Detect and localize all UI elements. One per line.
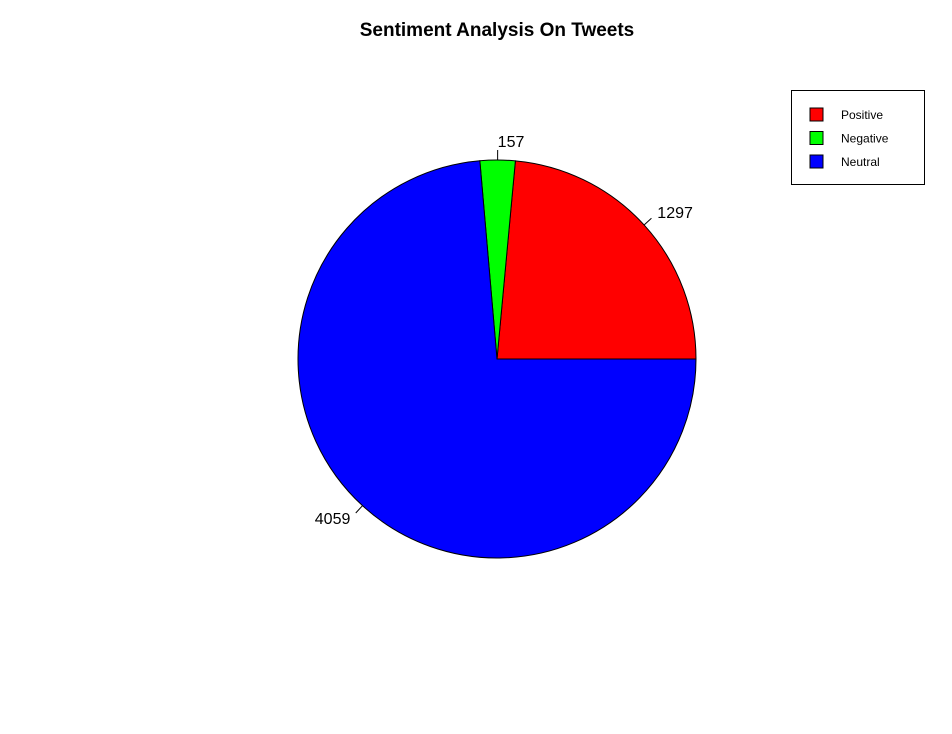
slice-value-label-negative: 157 (498, 134, 525, 151)
legend-label-neutral: Neutral (841, 155, 880, 169)
slice-value-labels: 1297 157 4059 (315, 134, 693, 528)
leader-line-neutral (355, 505, 363, 514)
legend-swatch-neutral (809, 154, 824, 169)
slice-value-label-neutral: 4059 (315, 511, 351, 528)
slice-value-label-positive: 1297 (657, 205, 693, 222)
legend-label-positive: Positive (841, 108, 883, 122)
leader-line-positive (643, 217, 652, 226)
pie-slice-neutral (297, 160, 697, 559)
pie-slice-positive (496, 160, 697, 360)
pie-slices (297, 159, 697, 559)
legend-swatch-positive (809, 107, 824, 122)
legend-swatch-negative (809, 131, 824, 145)
legend-label-negative: Negative (841, 132, 889, 146)
legend: Positive Negative Neutral (791, 90, 925, 185)
chart-title: Sentiment Analysis On Tweets (360, 20, 635, 41)
slice-leader-lines (355, 150, 652, 514)
